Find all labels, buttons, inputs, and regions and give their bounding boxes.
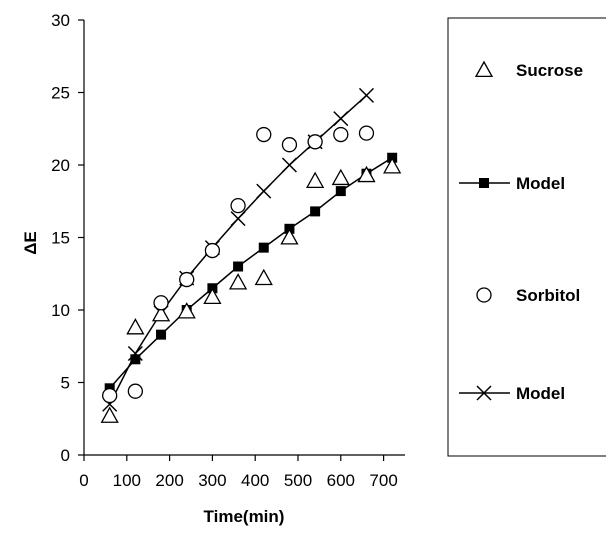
triangle-marker (357, 165, 376, 183)
legend-label: Model (516, 384, 565, 403)
circle-marker (153, 295, 169, 311)
series-3 (102, 87, 375, 412)
triangle-marker (100, 406, 119, 423)
series-2 (102, 125, 375, 404)
legend-square-marker (479, 178, 489, 188)
x-tick-label: 0 (79, 471, 88, 490)
legend-entries: Sucrose Model Sorbitol Model (459, 60, 583, 403)
x-ticks: 0 100 200 300 400 500 600 700 (79, 455, 398, 490)
y-tick-label: 20 (51, 156, 70, 175)
legend-x-marker (476, 385, 492, 401)
circle-marker (179, 271, 195, 288)
x-tick-label: 400 (241, 471, 269, 490)
circle-marker (127, 383, 144, 399)
x-marker (127, 345, 143, 362)
legend-label: Sucrose (516, 61, 583, 80)
x-axis-title: Time(min) (204, 507, 285, 526)
triangle-marker (177, 302, 196, 319)
circle-marker (358, 125, 375, 141)
series-layer (100, 87, 402, 423)
circle-marker (102, 387, 118, 404)
square-marker (233, 261, 244, 272)
square-marker (335, 186, 346, 197)
x-tick-label: 600 (327, 471, 355, 490)
y-tick-label: 10 (51, 301, 70, 320)
y-tick-label: 30 (51, 11, 70, 30)
square-marker (310, 206, 321, 217)
circle-marker (230, 197, 246, 214)
legend-entry: Sorbitol (476, 286, 580, 305)
x-tick-label: 200 (155, 471, 183, 490)
y-axis-title: ΔE (21, 231, 40, 255)
triangle-marker (331, 168, 350, 186)
x-marker (333, 111, 349, 127)
triangle-marker (126, 318, 145, 335)
legend-label: Model (516, 174, 565, 193)
legend-entry: Sucrose (474, 60, 583, 80)
circle-marker (204, 242, 221, 259)
series-0 (100, 157, 402, 423)
series-1 (104, 152, 398, 394)
circle-marker (307, 134, 323, 150)
x-marker (230, 211, 246, 227)
x-marker (358, 87, 375, 103)
y-tick-label: 5 (61, 374, 70, 393)
triangle-marker (306, 171, 325, 189)
triangle-marker (228, 273, 248, 290)
legend-triangle-marker (474, 60, 494, 78)
series-line (109, 157, 393, 389)
x-tick-label: 700 (369, 471, 397, 490)
legend-label: Sorbitol (516, 286, 580, 305)
y-tick-label: 15 (51, 229, 70, 248)
legend: Sucrose Model Sorbitol Model (447, 17, 606, 457)
x-marker (281, 157, 297, 173)
square-marker (156, 329, 167, 340)
y-ticks: 0 5 10 15 20 25 30 (51, 11, 84, 465)
legend-entry: Model (459, 384, 565, 403)
square-marker (130, 354, 141, 365)
triangle-marker (280, 228, 299, 245)
x-tick-label: 500 (284, 471, 312, 490)
series-line (109, 94, 367, 405)
x-marker (256, 183, 272, 199)
triangle-marker (383, 157, 402, 174)
triangle-marker (151, 305, 171, 322)
circle-marker (256, 126, 272, 143)
circle-marker (281, 137, 298, 153)
legend-box (447, 17, 606, 457)
legend-entry: Model (459, 174, 565, 193)
x-tick-label: 100 (113, 471, 141, 490)
triangle-marker (203, 287, 222, 305)
y-tick-label: 25 (51, 84, 70, 103)
square-marker (258, 242, 269, 253)
circle-marker (333, 126, 349, 143)
x-tick-label: 300 (198, 471, 226, 490)
legend-circle-marker (476, 287, 492, 303)
y-tick-label: 0 (61, 446, 70, 465)
triangle-marker (254, 268, 273, 286)
